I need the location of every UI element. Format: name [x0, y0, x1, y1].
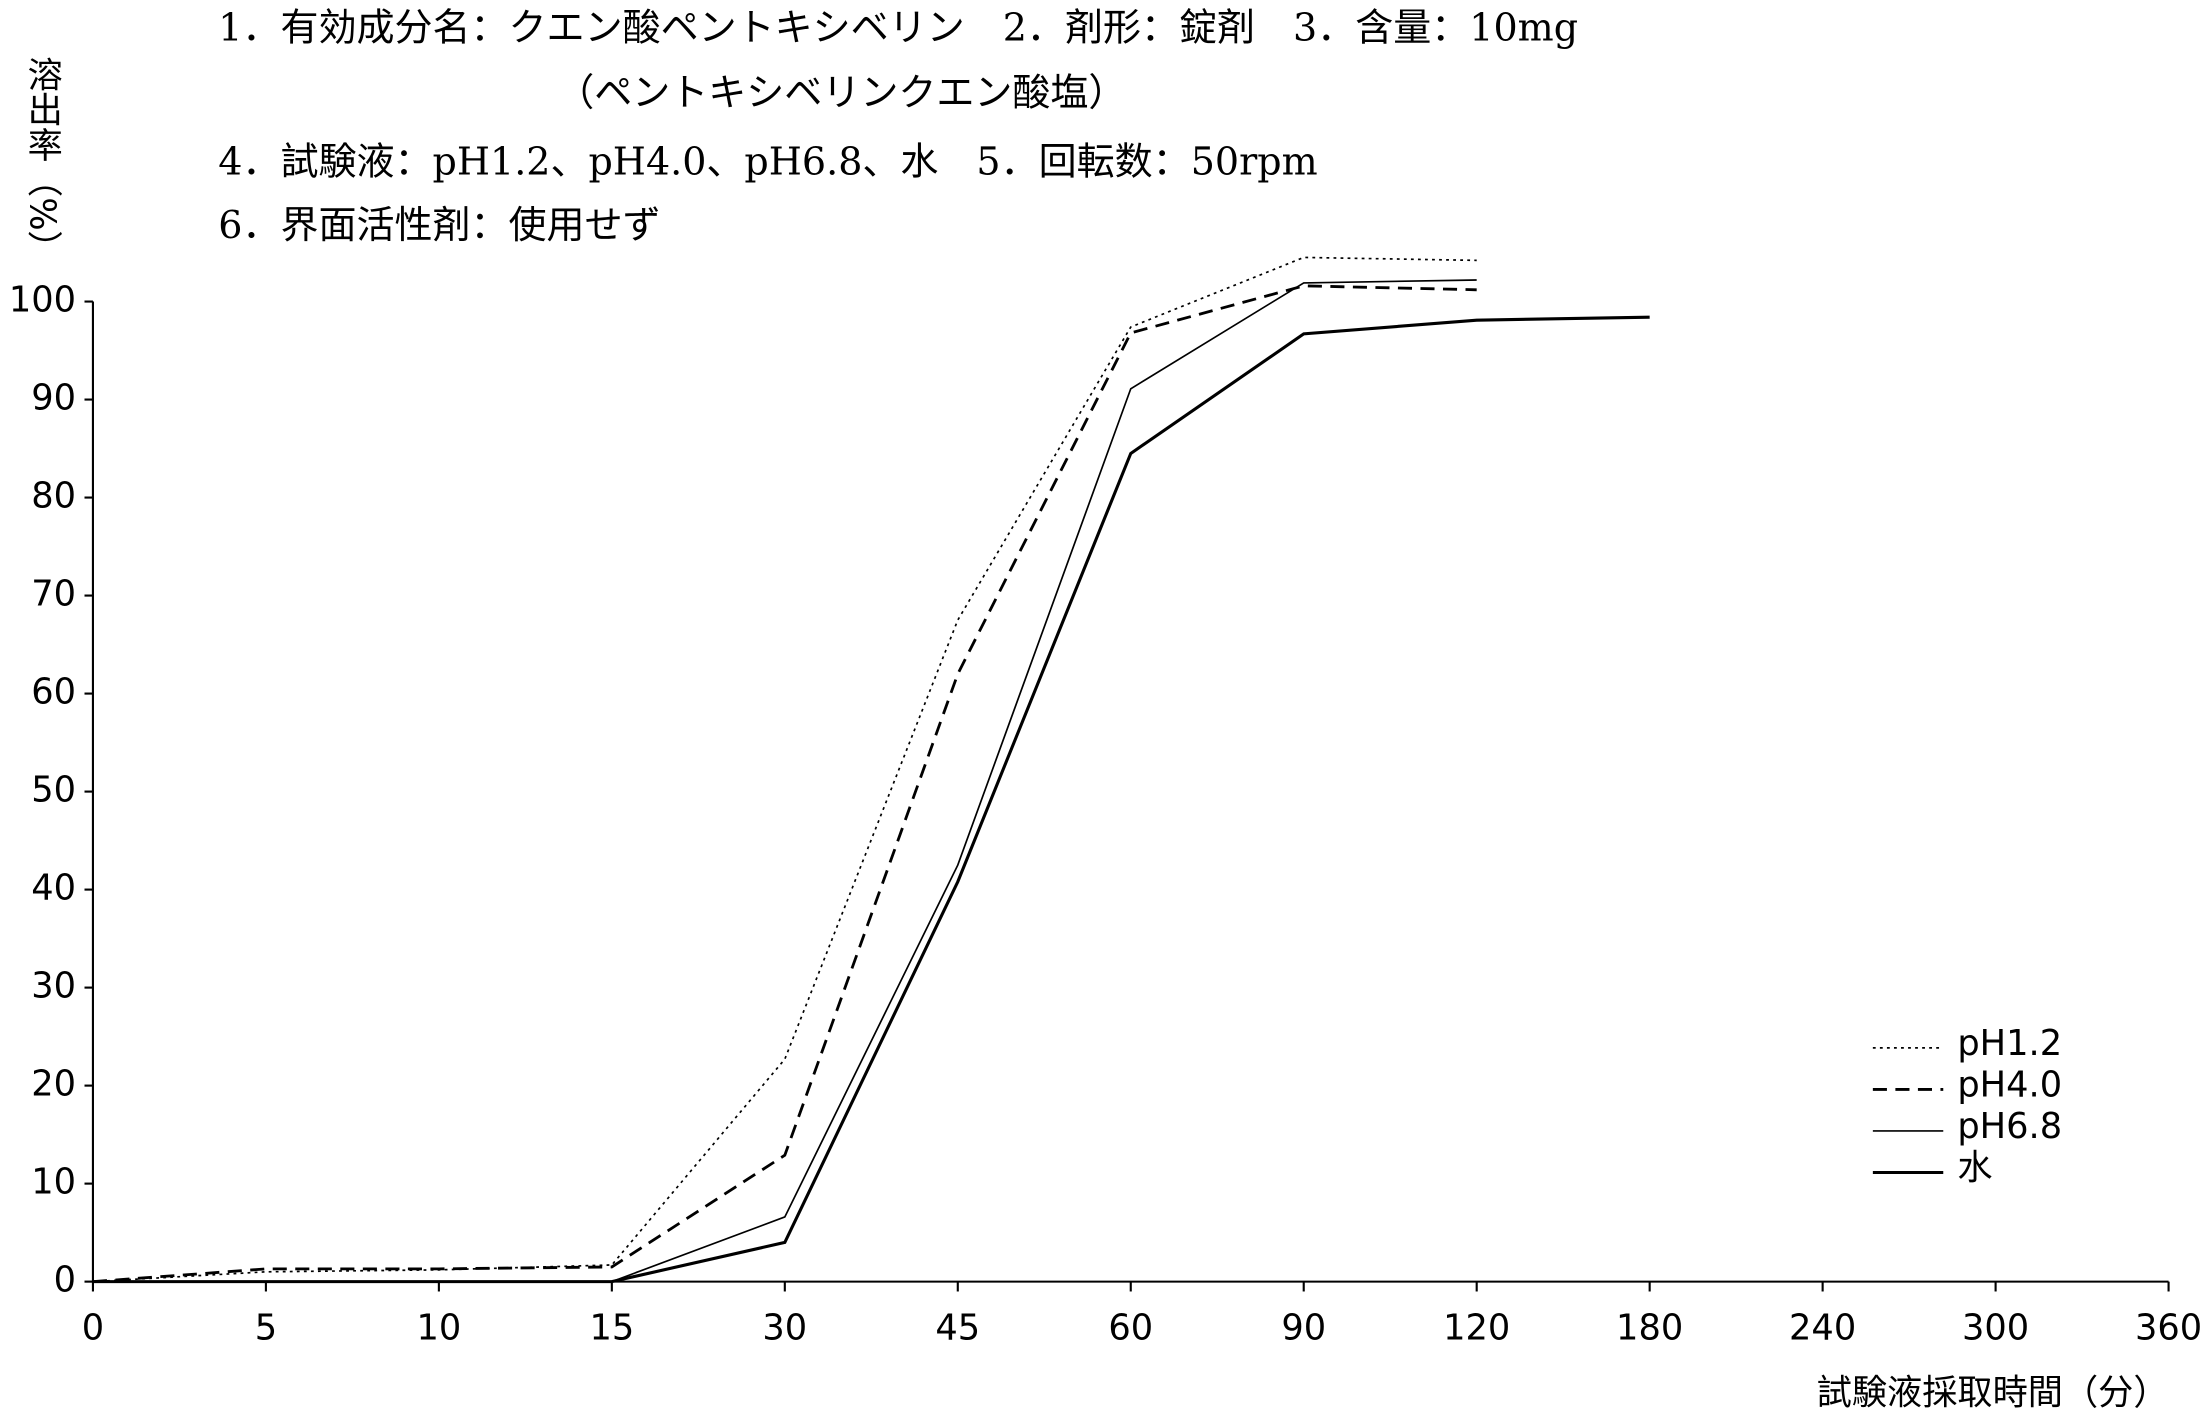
- y-tick-label: 20: [31, 1064, 76, 1105]
- y-tick-label: 70: [31, 574, 76, 615]
- x-tick-label: 10: [416, 1308, 461, 1349]
- y-tick-label: 50: [31, 770, 76, 811]
- title-line: 6．界面活性剤：使用せず: [218, 203, 660, 247]
- x-axis-label: 試験液採取時間（分）: [1817, 1372, 2169, 1413]
- data-line: [92, 256, 1477, 1283]
- title-line: 4．試験液：pH1.2、pH4.0、pH6.8、水 5．回転数：50rpm: [218, 139, 1317, 183]
- x-tick-label: 15: [589, 1308, 634, 1349]
- x-tick-label: 360: [2135, 1308, 2202, 1349]
- title-line: 1．有効成分名：クエン酸ペントキシベリン 2．剤形：錠剤 3．含量：10mg: [218, 6, 1578, 50]
- legend-label: pH4.0: [1957, 1065, 2062, 1106]
- title-line: （ペントキシベリンクエン酸塩）: [556, 70, 1126, 114]
- y-tick-label: 100: [9, 280, 76, 321]
- x-tick-label: 180: [1616, 1308, 1683, 1349]
- y-tick-label: 80: [31, 476, 76, 517]
- y-tick-label: 10: [31, 1162, 76, 1203]
- x-tick-label: 45: [935, 1308, 980, 1349]
- data-line: [92, 284, 1477, 1284]
- legend-label: pH6.8: [1957, 1106, 2062, 1147]
- x-tick-label: 90: [1281, 1308, 1326, 1349]
- y-axis-label: 溶出率（%）: [22, 56, 63, 265]
- data-line: [92, 315, 1650, 1284]
- x-tick-label: 60: [1108, 1308, 1153, 1349]
- x-tick-label: 30: [762, 1308, 807, 1349]
- y-tick-label: 0: [54, 1260, 76, 1301]
- legend-label: 水: [1957, 1148, 1992, 1189]
- x-tick-label: 300: [1962, 1308, 2029, 1349]
- x-tick-label: 0: [82, 1308, 104, 1349]
- x-tick-label: 120: [1443, 1308, 1510, 1349]
- y-tick-label: 90: [31, 378, 76, 419]
- legend-label: pH1.2: [1957, 1023, 2062, 1064]
- x-tick-label: 5: [255, 1308, 277, 1349]
- x-tick-label: 240: [1789, 1308, 1856, 1349]
- y-tick-label: 30: [31, 966, 76, 1007]
- y-tick-label: 40: [31, 868, 76, 909]
- y-tick-label: 60: [31, 672, 76, 713]
- data-line: [92, 279, 1477, 1283]
